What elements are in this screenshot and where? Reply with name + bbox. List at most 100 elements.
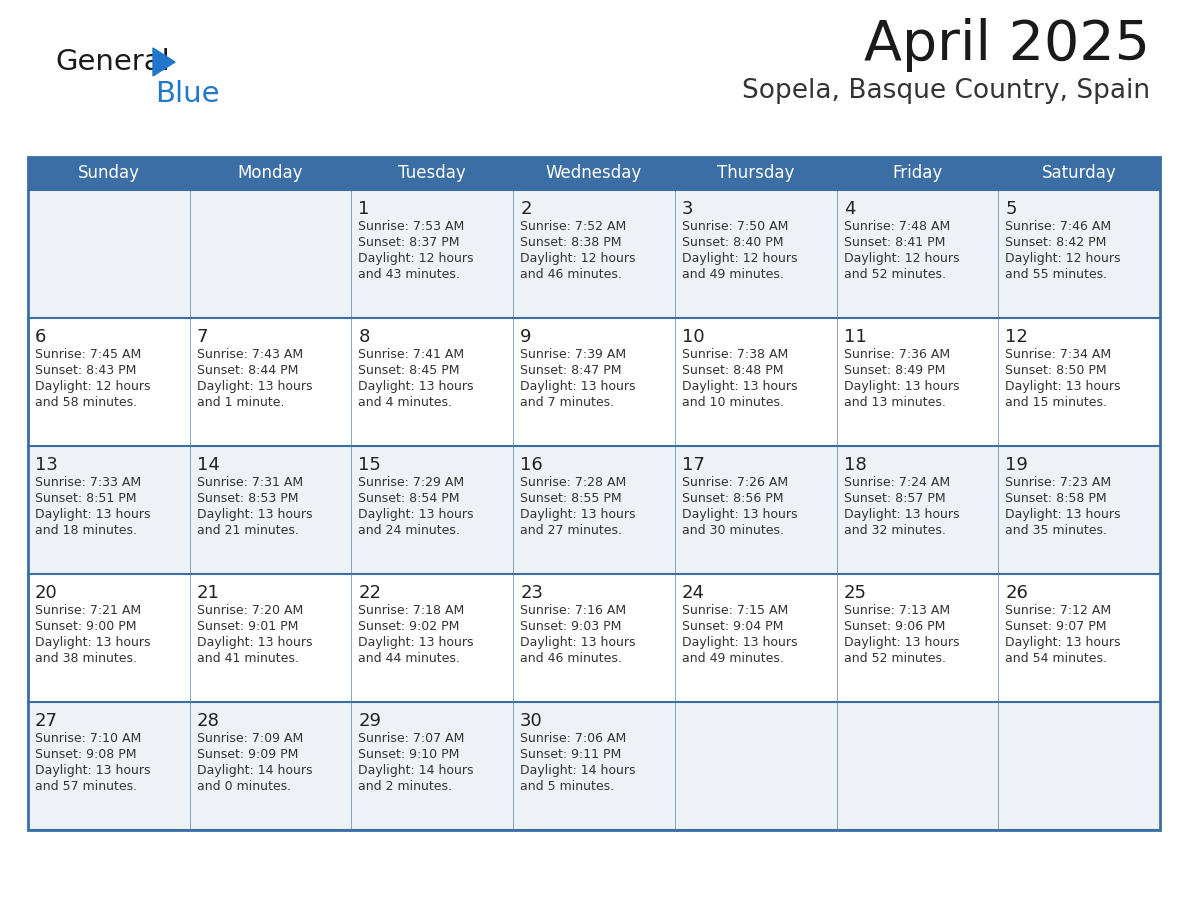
Text: Sunset: 8:38 PM: Sunset: 8:38 PM bbox=[520, 236, 621, 249]
Text: Sunrise: 7:34 AM: Sunrise: 7:34 AM bbox=[1005, 348, 1112, 361]
Text: Sunset: 9:10 PM: Sunset: 9:10 PM bbox=[359, 748, 460, 761]
Text: Sunrise: 7:46 AM: Sunrise: 7:46 AM bbox=[1005, 220, 1112, 233]
Text: and 35 minutes.: and 35 minutes. bbox=[1005, 524, 1107, 537]
Bar bbox=[29, 318, 1159, 446]
Text: 28: 28 bbox=[197, 712, 220, 730]
Text: and 13 minutes.: and 13 minutes. bbox=[843, 396, 946, 409]
Text: 14: 14 bbox=[197, 456, 220, 474]
Text: Daylight: 13 hours: Daylight: 13 hours bbox=[359, 636, 474, 649]
Text: General: General bbox=[55, 48, 170, 76]
Text: 29: 29 bbox=[359, 712, 381, 730]
Text: Sunset: 9:04 PM: Sunset: 9:04 PM bbox=[682, 620, 783, 633]
Text: Sunrise: 7:53 AM: Sunrise: 7:53 AM bbox=[359, 220, 465, 233]
Bar bbox=[29, 157, 1159, 830]
Text: Sunrise: 7:18 AM: Sunrise: 7:18 AM bbox=[359, 604, 465, 617]
Text: Sunrise: 7:13 AM: Sunrise: 7:13 AM bbox=[843, 604, 949, 617]
Text: Sunset: 8:47 PM: Sunset: 8:47 PM bbox=[520, 364, 621, 377]
Text: Sunrise: 7:06 AM: Sunrise: 7:06 AM bbox=[520, 732, 626, 745]
Text: 24: 24 bbox=[682, 584, 704, 602]
Text: Sunrise: 7:52 AM: Sunrise: 7:52 AM bbox=[520, 220, 626, 233]
Text: Sunset: 8:50 PM: Sunset: 8:50 PM bbox=[1005, 364, 1107, 377]
Text: Sunset: 9:11 PM: Sunset: 9:11 PM bbox=[520, 748, 621, 761]
Text: Daylight: 12 hours: Daylight: 12 hours bbox=[843, 252, 959, 265]
Text: 26: 26 bbox=[1005, 584, 1028, 602]
Text: and 43 minutes.: and 43 minutes. bbox=[359, 268, 460, 281]
Text: 5: 5 bbox=[1005, 200, 1017, 218]
Text: Sunset: 8:57 PM: Sunset: 8:57 PM bbox=[843, 492, 946, 505]
Text: 12: 12 bbox=[1005, 328, 1028, 346]
Text: April 2025: April 2025 bbox=[864, 18, 1150, 72]
Text: Sunrise: 7:41 AM: Sunrise: 7:41 AM bbox=[359, 348, 465, 361]
Text: 8: 8 bbox=[359, 328, 369, 346]
Text: Sunrise: 7:33 AM: Sunrise: 7:33 AM bbox=[34, 476, 141, 489]
Text: Daylight: 13 hours: Daylight: 13 hours bbox=[1005, 380, 1120, 393]
Text: Sunrise: 7:50 AM: Sunrise: 7:50 AM bbox=[682, 220, 788, 233]
Text: Sunset: 9:08 PM: Sunset: 9:08 PM bbox=[34, 748, 137, 761]
Text: Sunrise: 7:28 AM: Sunrise: 7:28 AM bbox=[520, 476, 626, 489]
Text: Blue: Blue bbox=[154, 80, 220, 108]
Bar bbox=[29, 190, 1159, 318]
Bar bbox=[29, 702, 1159, 830]
Text: Daylight: 12 hours: Daylight: 12 hours bbox=[1005, 252, 1120, 265]
Text: 7: 7 bbox=[197, 328, 208, 346]
Text: 15: 15 bbox=[359, 456, 381, 474]
Text: 27: 27 bbox=[34, 712, 58, 730]
Text: Sunset: 8:54 PM: Sunset: 8:54 PM bbox=[359, 492, 460, 505]
Text: 20: 20 bbox=[34, 584, 58, 602]
Text: Sunrise: 7:26 AM: Sunrise: 7:26 AM bbox=[682, 476, 788, 489]
Polygon shape bbox=[153, 48, 175, 76]
Text: Sunset: 8:55 PM: Sunset: 8:55 PM bbox=[520, 492, 621, 505]
Text: and 57 minutes.: and 57 minutes. bbox=[34, 780, 137, 793]
Text: Thursday: Thursday bbox=[718, 164, 795, 183]
Text: Sunset: 8:41 PM: Sunset: 8:41 PM bbox=[843, 236, 944, 249]
Text: and 49 minutes.: and 49 minutes. bbox=[682, 268, 784, 281]
Text: Sunrise: 7:43 AM: Sunrise: 7:43 AM bbox=[197, 348, 303, 361]
Text: 21: 21 bbox=[197, 584, 220, 602]
Text: 2: 2 bbox=[520, 200, 532, 218]
Text: and 52 minutes.: and 52 minutes. bbox=[843, 268, 946, 281]
Text: Sunset: 8:51 PM: Sunset: 8:51 PM bbox=[34, 492, 137, 505]
Text: 25: 25 bbox=[843, 584, 866, 602]
Text: and 5 minutes.: and 5 minutes. bbox=[520, 780, 614, 793]
Text: Sunset: 8:37 PM: Sunset: 8:37 PM bbox=[359, 236, 460, 249]
Text: Daylight: 13 hours: Daylight: 13 hours bbox=[197, 636, 312, 649]
Text: 30: 30 bbox=[520, 712, 543, 730]
Text: Sunrise: 7:09 AM: Sunrise: 7:09 AM bbox=[197, 732, 303, 745]
Text: and 10 minutes.: and 10 minutes. bbox=[682, 396, 784, 409]
Bar bbox=[29, 574, 1159, 702]
Text: Daylight: 13 hours: Daylight: 13 hours bbox=[843, 380, 959, 393]
Text: Daylight: 13 hours: Daylight: 13 hours bbox=[843, 508, 959, 521]
Text: and 52 minutes.: and 52 minutes. bbox=[843, 652, 946, 665]
Text: and 32 minutes.: and 32 minutes. bbox=[843, 524, 946, 537]
Text: and 46 minutes.: and 46 minutes. bbox=[520, 652, 623, 665]
Text: Sunset: 8:42 PM: Sunset: 8:42 PM bbox=[1005, 236, 1107, 249]
Text: and 18 minutes.: and 18 minutes. bbox=[34, 524, 137, 537]
Text: 18: 18 bbox=[843, 456, 866, 474]
Text: Daylight: 14 hours: Daylight: 14 hours bbox=[520, 764, 636, 777]
Text: Monday: Monday bbox=[238, 164, 303, 183]
Text: and 38 minutes.: and 38 minutes. bbox=[34, 652, 137, 665]
Text: Daylight: 13 hours: Daylight: 13 hours bbox=[197, 380, 312, 393]
Text: and 46 minutes.: and 46 minutes. bbox=[520, 268, 623, 281]
Text: and 0 minutes.: and 0 minutes. bbox=[197, 780, 291, 793]
Text: and 41 minutes.: and 41 minutes. bbox=[197, 652, 298, 665]
Text: Daylight: 13 hours: Daylight: 13 hours bbox=[520, 380, 636, 393]
Text: Sunday: Sunday bbox=[78, 164, 140, 183]
Text: Daylight: 13 hours: Daylight: 13 hours bbox=[682, 508, 797, 521]
Text: Daylight: 13 hours: Daylight: 13 hours bbox=[682, 636, 797, 649]
Text: Daylight: 13 hours: Daylight: 13 hours bbox=[359, 508, 474, 521]
Text: Daylight: 13 hours: Daylight: 13 hours bbox=[34, 508, 151, 521]
Text: Saturday: Saturday bbox=[1042, 164, 1117, 183]
Text: and 7 minutes.: and 7 minutes. bbox=[520, 396, 614, 409]
Text: Sunrise: 7:39 AM: Sunrise: 7:39 AM bbox=[520, 348, 626, 361]
Text: and 30 minutes.: and 30 minutes. bbox=[682, 524, 784, 537]
Text: Sunrise: 7:21 AM: Sunrise: 7:21 AM bbox=[34, 604, 141, 617]
Text: 22: 22 bbox=[359, 584, 381, 602]
Text: 9: 9 bbox=[520, 328, 532, 346]
Text: Wednesday: Wednesday bbox=[545, 164, 643, 183]
Text: Sunset: 9:03 PM: Sunset: 9:03 PM bbox=[520, 620, 621, 633]
Text: Daylight: 13 hours: Daylight: 13 hours bbox=[520, 508, 636, 521]
Text: Sunrise: 7:24 AM: Sunrise: 7:24 AM bbox=[843, 476, 949, 489]
Text: 11: 11 bbox=[843, 328, 866, 346]
Text: and 44 minutes.: and 44 minutes. bbox=[359, 652, 460, 665]
